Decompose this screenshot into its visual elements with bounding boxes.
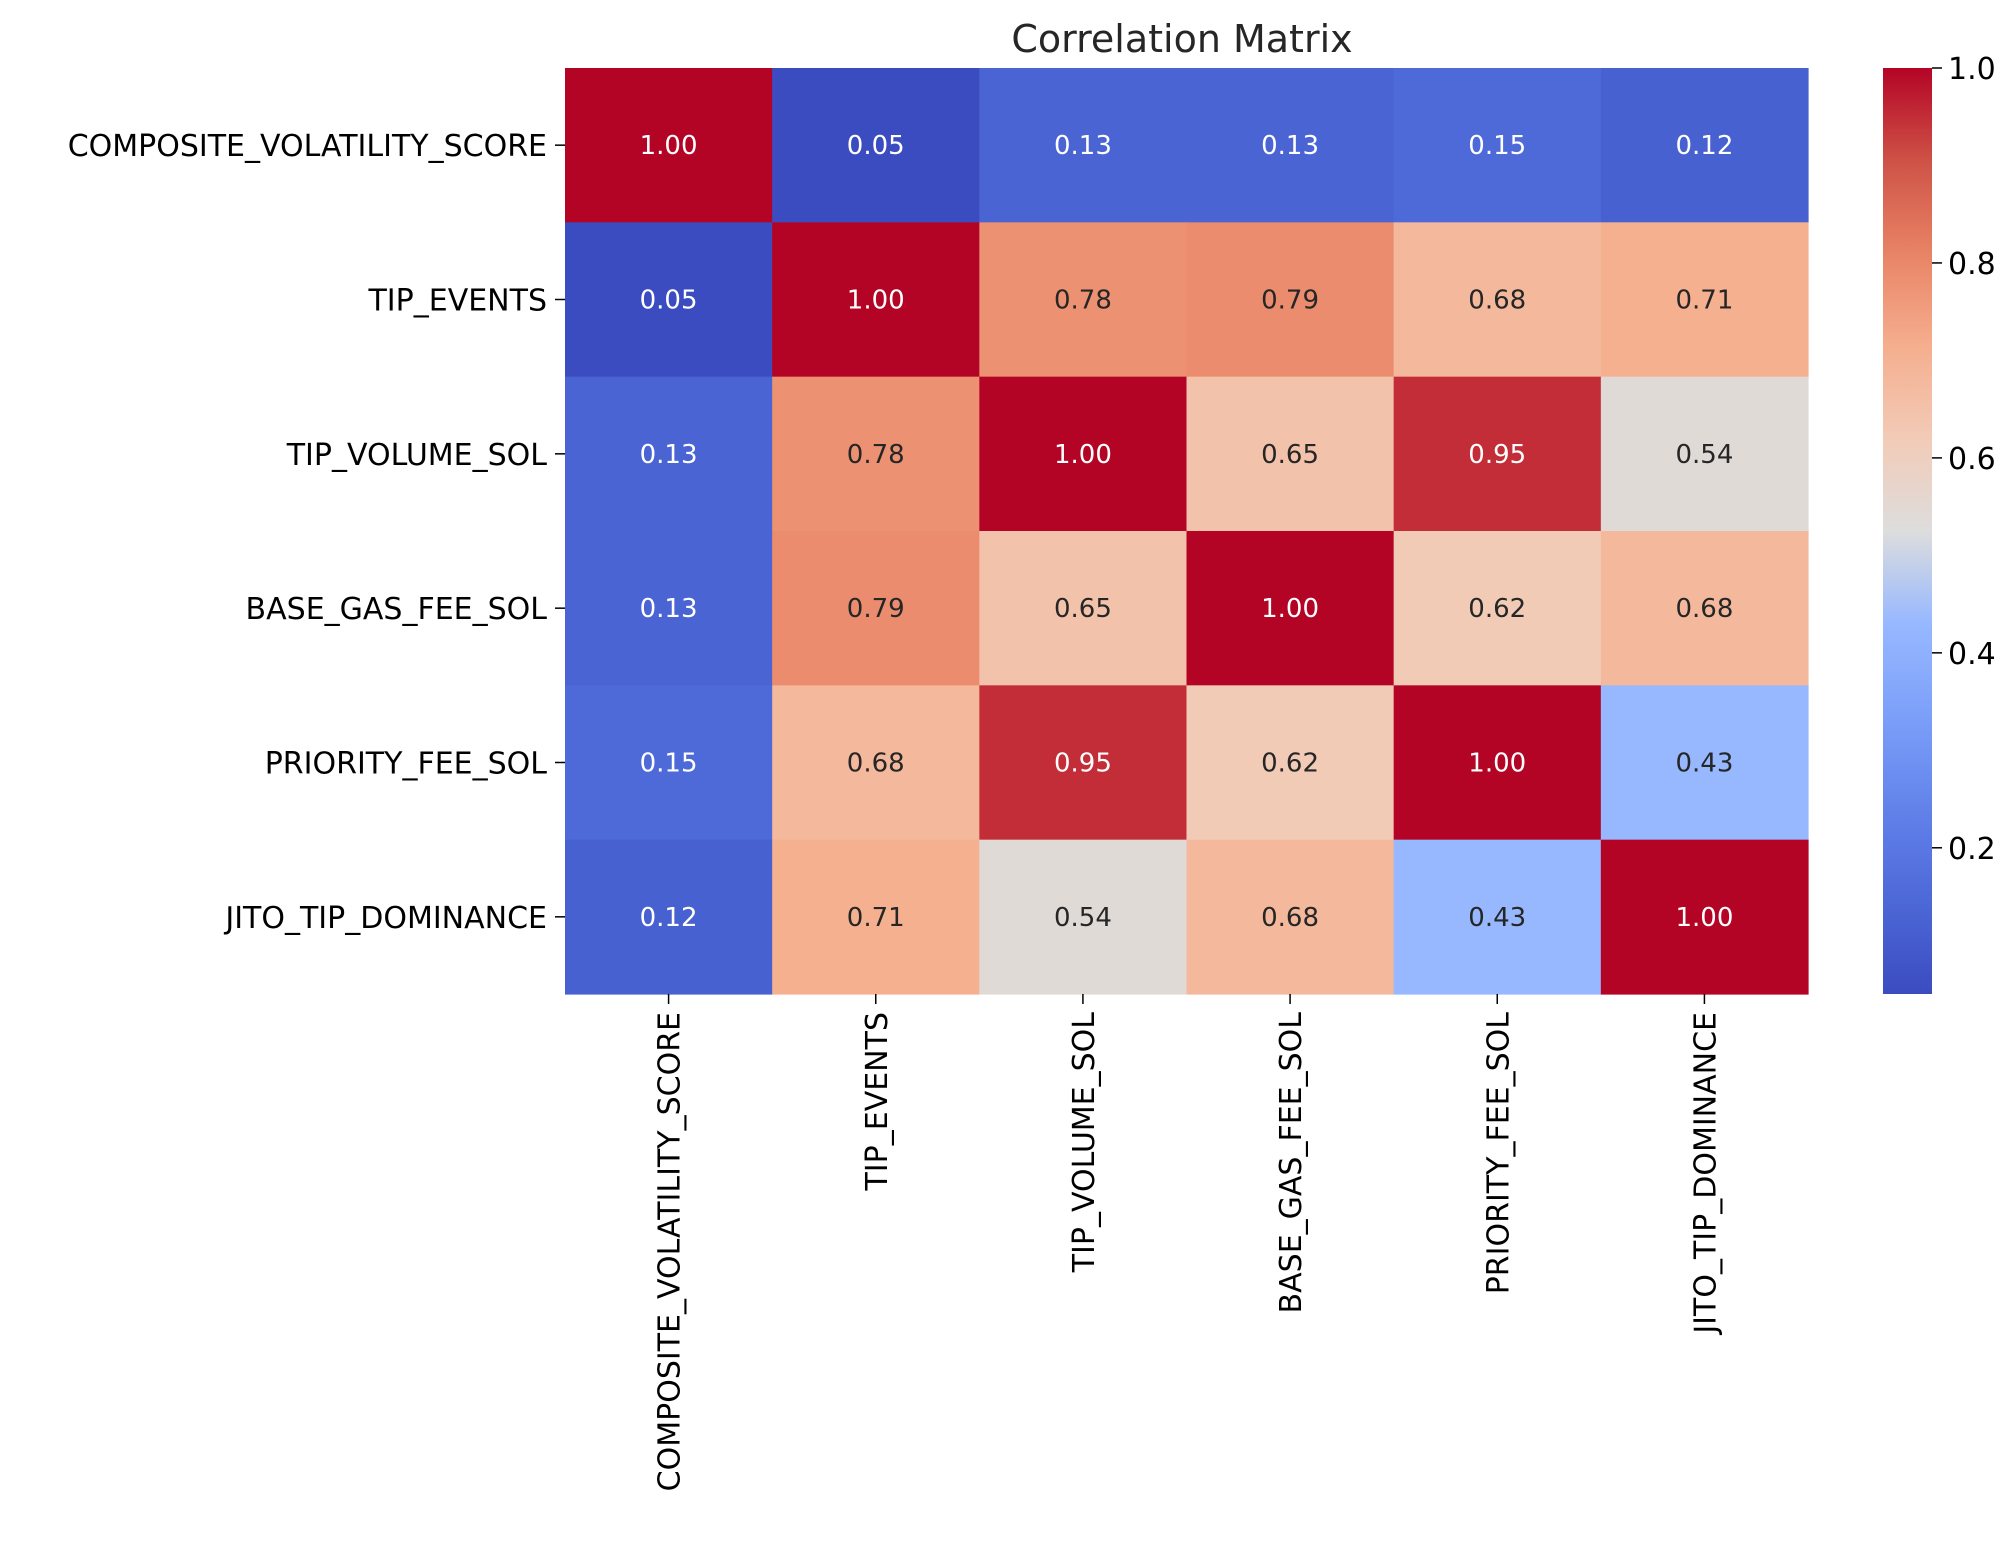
heatmap-cell [1186,376,1395,532]
heatmap-cell [1600,839,1809,995]
heatmap-cell [1600,68,1809,223]
row-label: TIP_VOLUME_SOL [286,438,548,473]
column-label: JITO_TIP_DOMINANCE [1688,1012,1723,1336]
heatmap-cell [772,222,980,378]
heatmap-cell [1393,531,1602,686]
cell-value-label: 0.79 [847,594,905,624]
cell-value-label: 0.13 [640,594,698,624]
heatmap-cell [1600,531,1809,686]
column-label: PRIORITY_FEE_SOL [1481,1012,1516,1295]
row-label: PRIORITY_FEE_SOL [265,747,548,782]
cell-value-label: 0.62 [1261,749,1319,779]
heatmap-cell [772,839,980,995]
cell-value-label: 0.68 [847,749,905,779]
heatmap-cell [565,68,773,223]
heatmap-cell [1186,222,1395,378]
heatmap-cell-labels: 1.00 0.05 0.13 0.13 0.15 0.12 0.05 1.00 0.78 0.79… [640,131,1734,933]
cell-value-label: 0.43 [1468,903,1526,933]
heatmap-cell [1393,222,1602,378]
heatmap-cell [565,839,773,995]
cell-value-label: 0.54 [1054,903,1112,933]
cell-value-label: 0.68 [1261,903,1319,933]
heatmap-cell [565,685,773,841]
cell-value-label: 0.05 [640,286,698,316]
cell-value-label: 0.95 [1468,440,1526,470]
chart-title: Correlation Matrix [1011,17,1352,61]
heatmap-cell [1600,376,1809,532]
cell-value-label: 0.13 [1054,131,1112,161]
heatmap-cell [772,68,980,223]
row-axis: COMPOSITE_VOLATILITY_SCORE TIP_EVENTS TIP_… [68,129,565,936]
heatmap-cell [565,531,773,686]
heatmap-cell [565,376,773,532]
heatmap-cell [979,839,1188,995]
column-label: BASE_GAS_FEE_SOL [1274,1012,1309,1314]
cell-value-label: 0.15 [640,749,698,779]
cell-value-label: 0.62 [1468,594,1526,624]
colorbar-tick-label: 0.4 [1948,637,1996,672]
cell-value-label: 0.79 [1261,286,1319,316]
heatmap-cell [979,376,1188,532]
cell-value-label: 0.43 [1675,749,1733,779]
cell-value-label: 0.65 [1054,594,1112,624]
row-label: BASE_GAS_FEE_SOL [246,592,548,627]
heatmap-cell [979,685,1188,841]
cell-value-label: 0.05 [847,131,905,161]
heatmap-cell [1393,376,1602,532]
heatmap-cell [772,531,980,686]
cell-value-label: 0.13 [640,440,698,470]
cell-value-label: 0.54 [1675,440,1733,470]
cell-value-label: 0.12 [640,903,698,933]
cell-value-label: 0.71 [847,903,905,933]
heatmap-cell [1186,685,1395,841]
colorbar-tick-label: 0.8 [1948,247,1996,282]
row-label: JITO_TIP_DOMINANCE [223,901,547,936]
heatmap-cells [565,68,1809,995]
row-label: COMPOSITE_VOLATILITY_SCORE [68,129,547,164]
heatmap-cell [1600,685,1809,841]
column-label: COMPOSITE_VOLATILITY_SCORE [653,1012,688,1491]
heatmap-cell [1393,685,1602,841]
column-label: TIP_VOLUME_SOL [1067,1012,1102,1274]
cell-value-label: 1.00 [847,286,905,316]
cell-value-label: 1.00 [1054,440,1112,470]
cell-value-label: 0.13 [1261,131,1319,161]
heatmap-cell [1186,839,1395,995]
heatmap-cell [1600,222,1809,378]
cell-value-label: 0.95 [1054,749,1112,779]
cell-value-label: 0.68 [1468,286,1526,316]
cell-value-label: 0.78 [847,440,905,470]
cell-value-label: 0.68 [1675,594,1733,624]
colorbar-tick-label: 0.6 [1948,442,1996,477]
heatmap-cell [1393,839,1602,995]
heatmap-cell [1186,68,1395,223]
heatmap-cell [772,376,980,532]
heatmap-cell [1186,531,1395,686]
colorbar: 0.2 0.4 0.6 0.8 1.0 [1883,52,1996,994]
cell-value-label: 0.15 [1468,131,1526,161]
colorbar-tick-label: 1.0 [1948,52,1996,87]
colorbar-gradient [1883,68,1932,994]
cell-value-label: 0.78 [1054,286,1112,316]
cell-value-label: 0.71 [1675,286,1733,316]
heatmap-cell [772,685,980,841]
colorbar-tick-label: 0.2 [1948,832,1996,867]
heatmap-cell [565,222,773,378]
column-label: TIP_EVENTS [860,1012,895,1192]
cell-value-label: 1.00 [640,131,698,161]
cell-value-label: 0.65 [1261,440,1319,470]
heatmap-cell [979,222,1188,378]
row-label: TIP_EVENTS [367,284,547,319]
cell-value-label: 1.00 [1261,594,1319,624]
heatmap-cell [979,531,1188,686]
cell-value-label: 1.00 [1468,749,1526,779]
heatmap-cell [979,68,1188,223]
column-axis: COMPOSITE_VOLATILITY_SCORE TIP_EVENTS TIP_… [653,994,1723,1491]
heatmap-cell [1393,68,1602,223]
cell-value-label: 0.12 [1675,131,1733,161]
cell-value-label: 1.00 [1675,903,1733,933]
